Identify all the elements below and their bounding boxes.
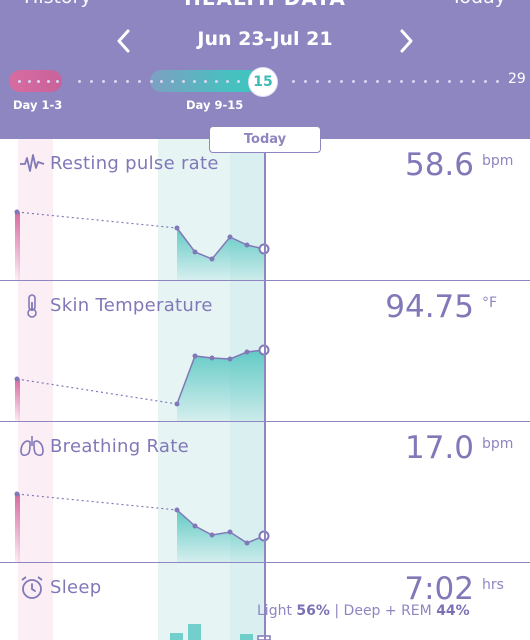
breathing-rate-card[interactable]: Breathing Rate 17.0 bpm xyxy=(0,422,530,563)
timeline-dot xyxy=(460,80,463,83)
thermometer-icon xyxy=(27,294,37,318)
sleep-light-label: Light xyxy=(257,603,292,619)
sleep-value: 7:02 xyxy=(404,571,474,607)
timeline-dot xyxy=(400,80,403,83)
sleep-title: Sleep xyxy=(50,577,102,598)
period-days-pill xyxy=(9,70,62,92)
timeline-dot xyxy=(215,80,218,83)
date-range-row: Jun 23-Jul 21 xyxy=(0,26,530,56)
timeline-dot xyxy=(424,80,427,83)
timeline-dot xyxy=(150,80,153,83)
breathing-rate-chart xyxy=(14,491,270,563)
resting-pulse-unit: bpm xyxy=(482,153,514,169)
chevron-right-icon[interactable] xyxy=(392,26,420,56)
timeline-label-fertile: Day 9-15 xyxy=(186,98,244,112)
divider xyxy=(0,421,530,422)
timeline-dot xyxy=(171,80,174,83)
timeline-dot xyxy=(46,80,50,83)
timeline-dot xyxy=(138,80,141,83)
timeline-dot xyxy=(328,80,331,83)
skin-temperature-value: 94.75 xyxy=(385,289,474,325)
skin-temperature-unit: °F xyxy=(482,295,498,311)
timeline-dot xyxy=(412,80,415,83)
current-day-marker[interactable]: 15 xyxy=(249,68,277,96)
timeline-dot xyxy=(102,80,105,83)
skin-temperature-card[interactable]: Skin Temperature 94.75 °F xyxy=(0,281,530,422)
timeline-dot xyxy=(78,80,81,83)
cycle-timeline[interactable]: 15 29 xyxy=(0,62,530,102)
today-link[interactable]: Today xyxy=(451,0,506,8)
timeline-dot xyxy=(496,80,499,83)
skin-temperature-title: Skin Temperature xyxy=(50,295,213,316)
timeline-dot xyxy=(182,80,185,83)
chevron-left-icon[interactable] xyxy=(110,26,138,56)
sleep-unit: hrs xyxy=(482,577,504,593)
sleep-card[interactable]: Sleep 7:02 hrs xyxy=(0,563,530,640)
timeline-dot xyxy=(204,80,207,83)
today-line xyxy=(264,151,266,640)
sleep-deep-value: 44% xyxy=(436,603,470,619)
timeline-dot xyxy=(114,80,117,83)
timeline-dot xyxy=(237,80,240,83)
timeline-dot xyxy=(160,80,163,83)
sleep-light-value: 56% xyxy=(296,603,330,619)
timeline-dot xyxy=(90,80,93,83)
timeline-dot xyxy=(27,80,31,83)
timeline-dot xyxy=(436,80,439,83)
timeline-end-day: 29 xyxy=(508,71,526,87)
sleep-breakdown: Light 56% | Deep + REM 44% xyxy=(257,603,470,619)
timeline-dot xyxy=(376,80,379,83)
resting-pulse-card[interactable]: Resting pulse rate 58.6 bpm xyxy=(0,139,530,280)
divider xyxy=(0,562,530,563)
date-range-label: Jun 23-Jul 21 xyxy=(197,28,333,50)
timeline-dot xyxy=(37,80,40,83)
timeline-dot xyxy=(316,80,319,83)
timeline-dot xyxy=(292,80,295,83)
timeline-dot xyxy=(18,80,21,83)
timeline-dot xyxy=(126,80,129,83)
breathing-rate-title: Breathing Rate xyxy=(50,436,189,457)
timeline-dot xyxy=(56,80,59,83)
sleep-deep-label: Deep + REM xyxy=(343,603,432,619)
timeline-dot xyxy=(304,80,307,83)
timeline-label-period: Day 1-3 xyxy=(13,98,63,112)
timeline-dot xyxy=(340,80,343,83)
history-link[interactable]: History xyxy=(24,0,92,8)
timeline-dot xyxy=(484,80,487,83)
sleep-separator: | xyxy=(334,603,340,619)
timeline-dot xyxy=(193,80,196,83)
resting-pulse-value: 58.6 xyxy=(404,147,474,183)
pulse-period-bar xyxy=(15,212,20,280)
lungs-icon xyxy=(20,436,44,457)
period-band xyxy=(18,139,53,640)
resting-pulse-title: Resting pulse rate xyxy=(50,153,219,174)
breathing-rate-value: 17.0 xyxy=(404,430,474,466)
divider xyxy=(0,280,530,281)
timeline-dot xyxy=(472,80,475,83)
alarm-clock-icon xyxy=(21,576,43,599)
timeline-dot xyxy=(364,80,367,83)
today-tag[interactable]: Today xyxy=(209,126,321,153)
timeline-dot xyxy=(352,80,355,83)
timeline-dot xyxy=(226,80,229,83)
breathing-rate-unit: bpm xyxy=(482,436,514,452)
timeline-dot xyxy=(388,80,391,83)
skin-temperature-chart xyxy=(14,344,270,422)
pulse-icon xyxy=(20,154,45,172)
timeline-dot xyxy=(448,80,451,83)
page-title: HEALTH DATA xyxy=(0,0,530,10)
header-bar: History HEALTH DATA Today Jun 23-Jul 21 … xyxy=(0,0,530,139)
